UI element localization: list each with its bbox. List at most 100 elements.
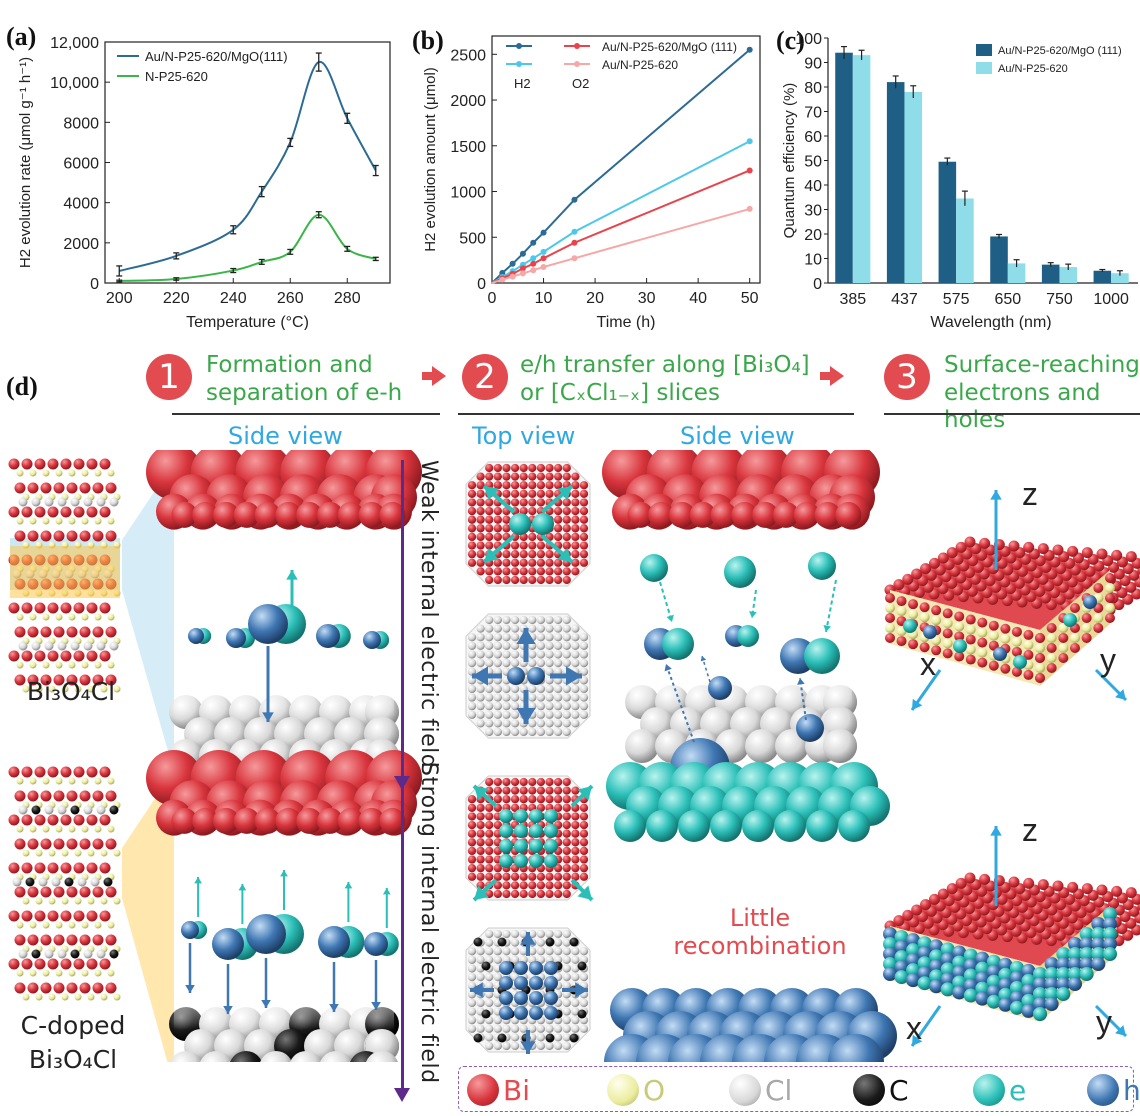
stack-bi-atom [86, 602, 98, 614]
top-view-hole-arrow-head [520, 1041, 536, 1054]
atom-legend: Bi O Cl C e h [458, 1066, 1140, 1112]
top-view-bi-slab-doped-atom [562, 795, 571, 804]
electron-return-arrow-head [749, 611, 757, 618]
stack-cl-atom [57, 949, 67, 959]
crystal-top-axis-z: z [1022, 476, 1038, 512]
stack-bi-atom [21, 862, 33, 874]
top-view-bi-slab-atom [467, 481, 477, 490]
top-view-bi-slab-atom [554, 524, 563, 533]
top-view-bi-slab-atom [528, 558, 537, 567]
top-view-electron [529, 854, 543, 868]
top-view-cl-slab-atom [579, 693, 589, 702]
stack-bi-atom [8, 650, 20, 662]
top-view-cl-slab-doped-atom [562, 981, 571, 990]
hole-transfer-arrow-head [664, 664, 672, 672]
top-view-bi-slab-atom [528, 532, 537, 542]
top-view-bi-slab-doped-atom [519, 881, 528, 890]
step-1-badge: 1 [146, 354, 192, 400]
side-electron-layer [614, 810, 646, 842]
crystal-bi-atom [1096, 548, 1108, 560]
side-hole [796, 714, 824, 742]
top-view-bi-slab-doped-atom [562, 846, 571, 856]
stack-o-atom [48, 993, 56, 1001]
side-bi-atom [296, 501, 323, 528]
top-view-bi-slab-doped-atom [476, 829, 485, 838]
top-view-bi-slab-atom [528, 481, 537, 490]
chart-b-ytick-label: 500 [459, 230, 486, 247]
top-view-cl-slab-doped-atom [562, 1033, 571, 1042]
crystal-side-atom [1023, 639, 1034, 650]
crystal-side-atom [965, 624, 976, 635]
top-view-bi-slab-doped-atom [485, 864, 494, 873]
crystal-surface-carrier [894, 950, 909, 965]
top-view-bi-slab-doped-atom [510, 786, 520, 795]
top-view-cl-slab-atom [467, 633, 477, 642]
stack-o-atom [16, 777, 24, 785]
top-view-cl-slab-doped-atom [485, 929, 494, 939]
top-view-cl-slab-doped-atom [476, 1016, 485, 1025]
top-view-cl-slab-atom [493, 658, 502, 668]
top-view-bi-slab-doped-atom [502, 777, 511, 787]
top-view-bi-slab-atom [562, 575, 571, 585]
top-view-bi-slab-atom [536, 550, 546, 559]
chart-a-xtick-label: 200 [106, 290, 133, 307]
top-view-bi-slab-doped-atom [467, 855, 477, 864]
top-view-hole [514, 991, 528, 1005]
stack-bi-atom [34, 602, 46, 614]
top-view-bi-slab-doped-atom [485, 803, 494, 812]
chart-a-series-line-0 [118, 61, 377, 272]
top-view-cl-slab-atom [571, 633, 580, 642]
top-view-cl-slab-doped-atom [562, 938, 571, 947]
bi-ball-icon [467, 1074, 499, 1106]
stack-bi-atom [79, 838, 91, 850]
side-bi-atom [337, 807, 364, 834]
top-view-cl-slab-atom [571, 693, 580, 702]
top-view-cl-slab-atom [467, 650, 477, 659]
top-view-bi-slab-doped-atom [528, 889, 537, 899]
stack-o-atom [55, 517, 63, 525]
top-view-cl-slab-atom [510, 684, 520, 694]
top-view-bi-slab-doped-atom [485, 820, 494, 830]
top-view-bi-slab-doped-atom [519, 777, 528, 787]
chart-b-ytick-label: 1500 [450, 139, 486, 156]
crystal-surface-carrier [1056, 947, 1071, 961]
crystal-side-atom [965, 614, 976, 625]
crystal-surface-carrier [975, 961, 990, 976]
chart-b-frame [491, 35, 761, 284]
top-view-cl-slab-atom [536, 658, 546, 668]
top-view-hole [499, 961, 513, 975]
stack-bi-atom [86, 506, 98, 518]
stack-bi-atom [40, 790, 52, 802]
stack-bi-atom [99, 862, 111, 874]
top-view-cl-slab-atom [571, 650, 580, 659]
chart-b-point [530, 255, 537, 262]
crystal-bi-atom [1111, 885, 1123, 897]
top-view-cl-slab-atom [510, 633, 520, 642]
stack-bi-atom [99, 602, 111, 614]
chart-a-ytick-label: 12,000 [50, 35, 99, 52]
chart-c-ytick-label: 10 [804, 252, 822, 269]
top-view-c-atom [577, 1009, 587, 1019]
top-view-c-atom [481, 961, 491, 971]
crystal-bi-atom [911, 568, 923, 580]
top-view-cl-slab-doped-atom [510, 938, 520, 947]
crystal-bi-atom [1081, 883, 1093, 895]
top-view-cl-slab-atom [510, 693, 520, 702]
top-view-bi-slab-doped-atom [519, 795, 528, 804]
crystal-side-atom [942, 638, 953, 649]
crystal-surface-carrier [1009, 990, 1024, 1005]
crystal-side-atom [1105, 573, 1115, 583]
top-view-bi-slab-doped-atom [545, 881, 554, 890]
crystal-surface-carrier [1091, 937, 1106, 951]
side-c-atom [230, 1051, 262, 1062]
top-view-bi-slab-doped-atom [493, 881, 502, 890]
top-view-cl-slab-atom [485, 727, 494, 737]
crystal-bi-atom [1037, 543, 1049, 555]
top-view-cl-slab-atom [571, 702, 580, 711]
stack-bi-atom [73, 602, 85, 614]
side-fade-bottom [174, 688, 394, 718]
crystal-surface-carrier [1044, 997, 1059, 1011]
top-view-cl-slab-atom [536, 702, 546, 711]
crystal-surface-carrier [1033, 1007, 1047, 1021]
top-view-cl-slab-atom [519, 727, 528, 737]
